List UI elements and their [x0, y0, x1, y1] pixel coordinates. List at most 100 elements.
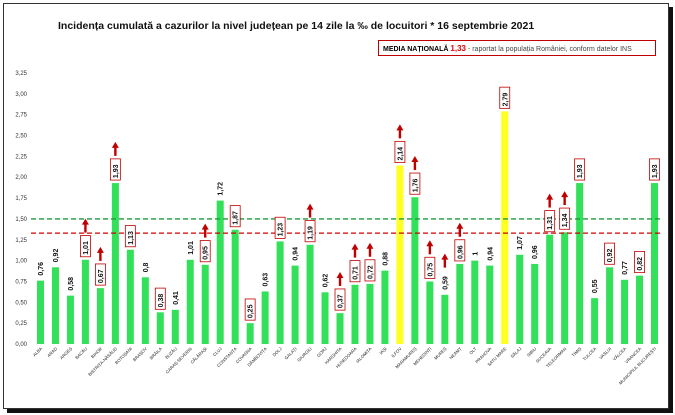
value-label: 0,82 — [637, 257, 644, 271]
bar — [471, 260, 479, 344]
category-label: GALAȚI — [283, 346, 297, 360]
bar — [576, 183, 584, 344]
value-label: 0,96 — [457, 245, 464, 259]
value-label: 0,76 — [38, 262, 45, 276]
trend-up-arrow-icon — [336, 271, 344, 286]
value-label-box — [109, 158, 121, 181]
value-label: 0,94 — [487, 247, 494, 261]
value-label: 0,25 — [248, 304, 255, 318]
value-label: 1,34 — [562, 214, 569, 228]
category-label: ILFOV — [390, 346, 402, 358]
value-label: 0,92 — [53, 249, 60, 263]
value-label-group: 0,94 — [487, 247, 494, 261]
bar — [96, 288, 104, 344]
bar — [51, 267, 59, 344]
value-label-box — [499, 86, 511, 109]
value-label: 2,14 — [397, 147, 404, 161]
bar — [291, 265, 299, 344]
category-label: GORJ — [316, 346, 328, 358]
value-label-group: 0,88 — [382, 252, 389, 266]
y-tick-label: 0,75 — [15, 279, 27, 285]
category-label: IALOMIȚA — [355, 346, 373, 364]
category-label: BACĂU — [74, 346, 88, 360]
value-label-box — [574, 158, 586, 181]
bar — [351, 284, 359, 344]
value-label-group: 1,87 — [229, 205, 241, 228]
value-label: 1,76 — [412, 179, 419, 193]
value-label-box — [394, 140, 406, 163]
value-label: 1,93 — [577, 164, 584, 178]
value-label-group: 0,94 — [293, 247, 300, 261]
trend-up-arrow-icon — [441, 253, 449, 268]
value-label-group: 1,93 — [574, 158, 586, 181]
value-label-group: 0,72 — [364, 259, 376, 282]
value-label-box — [199, 240, 211, 263]
value-label: 0,72 — [367, 265, 374, 279]
value-label-box — [80, 235, 91, 258]
value-label-group: 0,41 — [173, 291, 180, 305]
value-label: 1,01 — [83, 241, 90, 255]
legend-note: - raportat la populația României, confor… — [467, 46, 632, 53]
value-label-box — [604, 242, 615, 265]
bar — [246, 323, 254, 344]
bar — [591, 298, 599, 344]
bar — [456, 263, 464, 344]
category-label: BRAȘOV — [132, 346, 148, 362]
value-label: 1,31 — [547, 216, 554, 230]
category-label: ALBA — [32, 346, 43, 357]
national-average-legend: MEDIA NAȚIONALĂ 1,33 - raportat la popul… — [378, 40, 656, 56]
category-label: BIHOR — [90, 346, 103, 359]
category-label: BRĂILA — [149, 346, 163, 360]
value-label-group: 0,82 — [634, 251, 645, 274]
value-label-box — [244, 298, 256, 321]
value-label-box — [94, 263, 106, 286]
value-label-box — [334, 288, 346, 311]
category-label: MUREȘ — [433, 346, 448, 361]
value-label: 1,19 — [308, 226, 315, 240]
value-label-group: 2,79 — [499, 86, 511, 109]
value-label: 2,79 — [502, 93, 509, 107]
bar — [516, 254, 524, 344]
category-label: TULCEA — [582, 346, 598, 362]
category-label: ARGEȘ — [59, 346, 73, 360]
trend-up-arrow-icon — [306, 203, 314, 218]
y-tick-label: 3,00 — [15, 92, 27, 98]
value-label-group: 0,55 — [592, 279, 599, 293]
bar — [186, 259, 194, 344]
value-label-group: 1,93 — [649, 158, 660, 181]
y-tick-label: 1,25 — [15, 238, 27, 244]
bar — [36, 280, 44, 344]
value-label-group: 0,8 — [143, 262, 150, 272]
bar — [201, 264, 209, 344]
legend-label: MEDIA NAȚIONALĂ — [383, 46, 449, 53]
trend-up-arrow-icon — [351, 243, 359, 258]
category-label: ARAD — [46, 346, 58, 358]
bar — [441, 294, 449, 344]
bar — [336, 313, 344, 344]
value-label-group: 0,38 — [154, 287, 166, 310]
value-label: 1,93 — [652, 164, 659, 178]
trend-up-arrow-icon — [366, 242, 374, 257]
value-label: 0,96 — [532, 245, 539, 259]
bar — [261, 291, 269, 344]
y-tick-label: 0,25 — [15, 321, 27, 327]
value-label-box — [559, 207, 571, 230]
value-label-group: 1,01 — [80, 235, 91, 258]
trend-up-arrow-icon — [426, 240, 434, 255]
category-label: NEAMȚ — [448, 346, 462, 360]
trend-up-arrow-icon — [411, 156, 419, 171]
value-label-group: 1,23 — [274, 216, 286, 239]
value-label-group: 1 — [472, 252, 479, 256]
legend-value: 1,33 — [450, 44, 466, 53]
value-label-group: 0,25 — [244, 298, 256, 321]
value-label: 0,71 — [352, 266, 359, 280]
category-label: VASLUI — [598, 346, 612, 360]
bar — [486, 265, 494, 344]
bar — [156, 312, 164, 344]
value-label-group: 1,13 — [124, 225, 136, 248]
value-label: 0,59 — [442, 276, 449, 290]
value-label: 1,23 — [278, 223, 285, 237]
value-label-box — [634, 251, 645, 274]
value-label: 0,94 — [293, 247, 300, 261]
